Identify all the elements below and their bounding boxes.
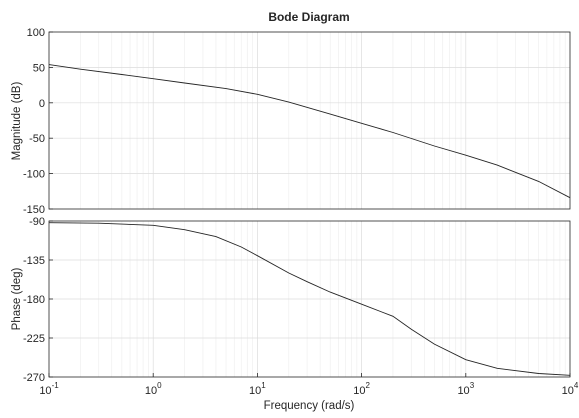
magnitude-y-tick-label: 50 bbox=[33, 62, 45, 74]
frequency-x-ticks: 10-1 100 101 102 103 104 bbox=[39, 373, 579, 397]
x-tick-base: 10 bbox=[457, 385, 469, 397]
magnitude-y-ticks: 100 50 0 -50 -100 -150 bbox=[23, 27, 53, 216]
phase-y-tick-label: -180 bbox=[23, 294, 45, 306]
x-tick-label: 100 bbox=[145, 381, 162, 397]
frequency-x-label: Frequency (rad/s) bbox=[264, 400, 355, 412]
chart-title: Bode Diagram bbox=[268, 10, 349, 24]
phase-y-tick-label: -135 bbox=[23, 255, 45, 267]
magnitude-curve bbox=[48, 64, 571, 199]
magnitude-y-tick-label: -50 bbox=[29, 133, 45, 145]
x-tick-label: 10-1 bbox=[39, 381, 59, 397]
x-tick-exponent: 1 bbox=[261, 381, 266, 390]
magnitude-y-tick-label: -150 bbox=[23, 204, 45, 216]
phase-y-ticks: -90 -135 -180 -225 -270 bbox=[23, 216, 53, 384]
x-tick-label: 104 bbox=[562, 381, 579, 397]
magnitude-y-tick-label: -100 bbox=[23, 169, 45, 181]
magnitude-panel: 100 50 0 -50 -100 -150 Magnitude (dB) bbox=[11, 27, 571, 216]
x-tick-exponent: -1 bbox=[52, 381, 60, 390]
x-tick-label: 102 bbox=[353, 381, 370, 397]
x-tick-exponent: 0 bbox=[157, 381, 162, 390]
phase-y-tick-label: -90 bbox=[29, 216, 45, 228]
x-tick-base: 10 bbox=[562, 385, 574, 397]
x-tick-exponent: 3 bbox=[470, 381, 475, 390]
phase-y-tick-label: -270 bbox=[23, 372, 45, 384]
magnitude-y-tick-label: 0 bbox=[39, 98, 45, 110]
x-tick-exponent: 4 bbox=[574, 381, 579, 390]
x-tick-base: 10 bbox=[249, 385, 261, 397]
phase-panel: -90-135-180-225-270 10-1 100 101 102 103 104 … bbox=[11, 216, 579, 397]
x-tick-exponent: 2 bbox=[365, 381, 370, 390]
x-tick-base: 10 bbox=[145, 385, 157, 397]
magnitude-y-tick-label: 100 bbox=[27, 27, 45, 39]
phase-y-label: Phase (deg) bbox=[11, 268, 23, 331]
magnitude-y-label: Magnitude (dB) bbox=[11, 82, 23, 161]
phase-y-tick-label: -225 bbox=[23, 333, 45, 345]
x-tick-base: 10 bbox=[39, 385, 51, 397]
magnitude-axes-box bbox=[48, 31, 571, 210]
x-tick-label: 101 bbox=[249, 381, 266, 397]
x-tick-base: 10 bbox=[353, 385, 365, 397]
magnitude-grid bbox=[49, 32, 570, 209]
x-tick-label: 103 bbox=[457, 381, 474, 397]
phase-grid bbox=[49, 221, 570, 377]
phase-curve bbox=[48, 222, 571, 376]
